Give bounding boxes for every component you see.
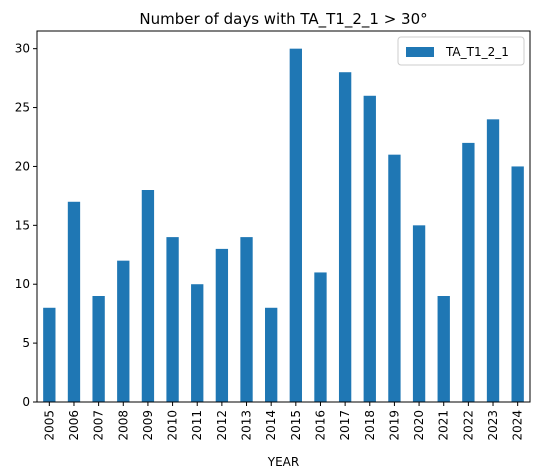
plot-frame	[36, 30, 531, 403]
x-tick-label-2020: 2020	[412, 410, 426, 441]
bar-2021	[437, 296, 450, 402]
x-tick-label-2011: 2011	[190, 410, 204, 441]
bar-2006	[67, 201, 81, 402]
x-tick-label-2019: 2019	[387, 410, 401, 441]
x-tick-label-2022: 2022	[461, 410, 475, 441]
y-tick-label-30: 30	[15, 42, 30, 56]
y-tick-label-10: 10	[15, 277, 30, 291]
x-tick-label-2015: 2015	[289, 410, 303, 441]
x-tick-label-2018: 2018	[363, 410, 377, 441]
x-tick-label-2023: 2023	[486, 410, 500, 441]
bar-2016	[314, 272, 327, 402]
bar-2005	[43, 307, 56, 402]
x-tick-label-2006: 2006	[67, 410, 81, 441]
x-tick-label-2010: 2010	[166, 410, 180, 441]
legend-box	[397, 36, 525, 66]
x-tick-label-2024: 2024	[511, 410, 525, 441]
x-tick-label-2021: 2021	[437, 410, 451, 441]
bar-2024	[511, 166, 524, 402]
bar-2014	[265, 307, 278, 402]
bar-2020	[412, 225, 426, 402]
legend-swatch	[406, 47, 434, 57]
y-axis: 0 5 10 15 20 25 30	[15, 42, 37, 409]
chart-title: Number of days with TA_T1_2_1 > 30°	[139, 10, 427, 29]
x-tick-label-2013: 2013	[240, 410, 254, 441]
bar-2022	[462, 142, 475, 402]
legend: TA_T1_2_1	[397, 36, 525, 66]
y-tick-label-5: 5	[22, 336, 30, 350]
bar-2011	[191, 284, 204, 402]
x-tick-label-2005: 2005	[42, 410, 56, 441]
x-tick-label-2014: 2014	[264, 410, 278, 441]
legend-label: TA_T1_2_1	[445, 45, 509, 59]
bar-2009	[141, 190, 155, 402]
y-tick-label-20: 20	[15, 159, 30, 173]
x-tick-label-2016: 2016	[313, 410, 327, 441]
bar-2015	[289, 48, 302, 403]
x-tick-label-2012: 2012	[215, 410, 229, 441]
y-tick-label-0: 0	[22, 395, 30, 409]
bar-2013	[240, 237, 253, 402]
y-tick-label-25: 25	[15, 101, 30, 115]
x-tick-label-2009: 2009	[141, 410, 155, 441]
bar-2017	[338, 72, 352, 402]
bar-2019	[388, 154, 401, 402]
x-axis: 2005 2006 2007 2008 2009 2010 2011 2012 2013 2014…	[42, 402, 525, 441]
x-tick-label-2017: 2017	[338, 410, 352, 441]
bar-2008	[117, 260, 130, 402]
bar-2012	[215, 248, 229, 402]
x-tick-label-2008: 2008	[116, 410, 130, 441]
bar-2010	[166, 237, 179, 402]
x-axis-label: YEAR	[267, 455, 299, 469]
bar-2023	[486, 119, 500, 402]
bar-2018	[363, 95, 376, 403]
bars-group	[43, 48, 524, 403]
y-tick-label-15: 15	[15, 218, 30, 232]
bar-2007	[92, 296, 105, 402]
x-tick-label-2007: 2007	[92, 410, 106, 441]
